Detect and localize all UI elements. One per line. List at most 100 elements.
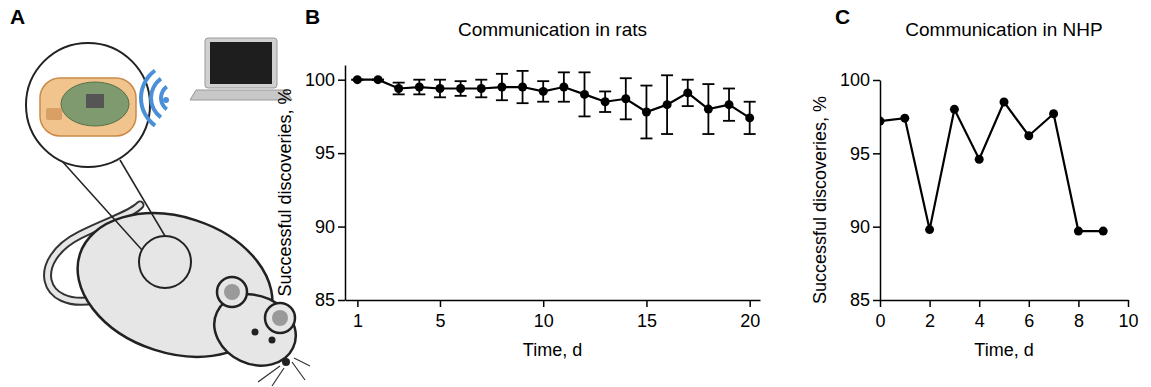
- data-point: [621, 94, 630, 103]
- tick-mark: [338, 79, 345, 81]
- data-point: [975, 155, 984, 164]
- error-cap: [744, 133, 756, 135]
- y-axis-title: Successful discoveries, %: [810, 96, 830, 304]
- rat-whisker: [292, 362, 305, 380]
- error-bar: [682, 80, 694, 106]
- tick-mark: [873, 300, 880, 302]
- tick: 2: [925, 300, 935, 331]
- device-board: [61, 82, 129, 126]
- tick: 15: [637, 300, 657, 331]
- error-cap: [599, 111, 611, 113]
- data-point: [683, 88, 692, 97]
- data-point: [435, 84, 444, 93]
- rat-whisker: [294, 358, 310, 366]
- error-cap: [496, 73, 508, 75]
- wifi-arc: [139, 69, 156, 127]
- error-bar: [558, 72, 570, 101]
- tick-label: 0: [875, 311, 885, 331]
- tick-label: 95: [850, 144, 870, 164]
- data-point: [456, 84, 465, 93]
- x-axis: 15101520: [346, 300, 761, 331]
- axis-line: [346, 300, 761, 302]
- error-cap: [393, 82, 405, 84]
- data-point: [1049, 109, 1058, 118]
- error-bar: [434, 80, 446, 98]
- device-port: [46, 108, 62, 120]
- tick-mark: [873, 153, 880, 155]
- panel-letter: C: [835, 5, 850, 28]
- error-cap: [661, 74, 673, 76]
- zoom-line: [120, 160, 165, 236]
- tick-label: 5: [435, 311, 445, 331]
- data-point: [950, 105, 959, 114]
- error-bar: [640, 86, 652, 139]
- data-point: [477, 84, 486, 93]
- rat-eye: [269, 337, 276, 344]
- laptop-lid: [205, 38, 277, 88]
- tick-label: 1: [353, 311, 363, 331]
- x-axis-title: Time, d: [523, 340, 582, 360]
- illustration: A: [10, 5, 310, 386]
- tick-mark: [357, 300, 359, 307]
- data-point: [1099, 227, 1108, 236]
- tick: 85: [315, 290, 345, 310]
- tick: 90: [315, 217, 345, 237]
- rat-ear: [217, 277, 247, 307]
- error-cap: [723, 88, 735, 90]
- error-bar: [599, 91, 611, 112]
- tick-label: 95: [315, 143, 335, 163]
- error-bar: [475, 80, 487, 98]
- rat-whisker: [272, 368, 284, 386]
- tick-mark: [1029, 300, 1031, 307]
- data-line: [880, 102, 1103, 231]
- tick-mark: [338, 300, 345, 302]
- error-bar: [413, 80, 425, 95]
- error-bar: [496, 74, 508, 100]
- chart: 15101520859095100BCommunication in ratsT…: [275, 5, 761, 360]
- tick: 1: [353, 300, 363, 331]
- error-cap: [496, 99, 508, 101]
- data-point: [663, 100, 672, 109]
- chart-title: Communication in rats: [458, 19, 647, 40]
- error-cap: [744, 101, 756, 103]
- tick-label: 2: [925, 311, 935, 331]
- figure: A15101520859095100BCommunication in rats…: [0, 0, 1151, 387]
- chart-title: Communication in NHP: [905, 19, 1102, 40]
- tick-mark: [338, 153, 345, 155]
- laptop-screen: [210, 42, 272, 84]
- error-cap: [640, 85, 652, 87]
- data-point: [925, 225, 934, 234]
- error-cap: [517, 102, 529, 104]
- tick-mark: [1078, 300, 1080, 307]
- error-cap: [537, 80, 549, 82]
- axis-line: [345, 66, 347, 301]
- data-point: [518, 83, 527, 92]
- tick-label: 8: [1074, 311, 1084, 331]
- tick-label: 4: [975, 311, 985, 331]
- error-bar: [537, 81, 549, 102]
- device-chip: [86, 94, 104, 108]
- error-cap: [537, 101, 549, 103]
- error-cap: [434, 79, 446, 81]
- error-bar: [661, 75, 673, 134]
- data-point: [539, 87, 548, 96]
- tick-mark: [979, 300, 981, 307]
- chart: 0246810859095100CCommunication in NHPTim…: [810, 5, 1139, 360]
- device-case: [40, 78, 136, 136]
- error-bar: [702, 84, 714, 134]
- x-axis-title: Time, d: [974, 340, 1033, 360]
- error-cap: [579, 71, 591, 73]
- error-cap: [517, 70, 529, 72]
- tick-label: 85: [850, 290, 870, 310]
- tick-label: 10: [1118, 311, 1138, 331]
- error-bar: [393, 83, 405, 95]
- tick-mark: [338, 226, 345, 228]
- data-point: [900, 114, 909, 123]
- tick: 100: [305, 70, 345, 90]
- data-point: [394, 84, 403, 93]
- tick: 90: [850, 217, 880, 237]
- tick: 10: [534, 300, 554, 331]
- error-cap: [682, 79, 694, 81]
- tick-mark: [543, 300, 545, 307]
- rat-nose: [282, 358, 290, 366]
